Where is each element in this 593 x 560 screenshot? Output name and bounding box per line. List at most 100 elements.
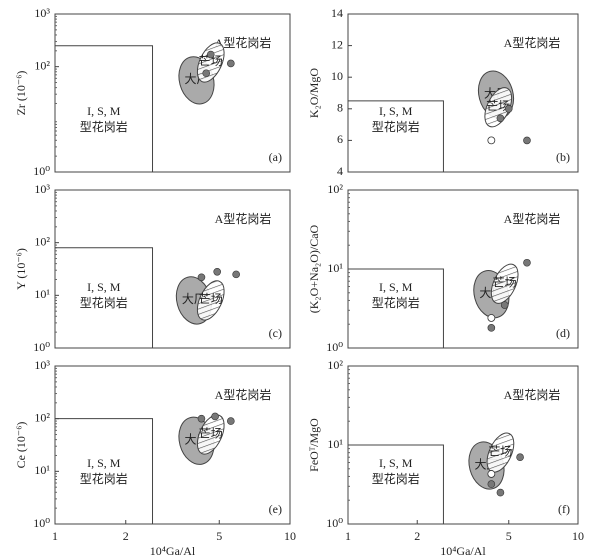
y-tick-label: 12 (331, 37, 343, 51)
y-tick-label: 10⁰ (33, 516, 50, 530)
field-label: 芒场 (486, 98, 510, 113)
y-axis-label: Y (10⁻⁶) (14, 248, 28, 290)
boundary-line (55, 418, 154, 524)
y-tick-label: 10⁰ (326, 516, 343, 530)
field-label: 芒场 (493, 275, 517, 290)
y-axis-label: FeOᵀ/MgO (307, 418, 321, 472)
region-label: 型花岗岩 (372, 295, 420, 310)
y-tick-label: 10² (327, 182, 343, 196)
y-tick-label: 6 (337, 132, 343, 146)
x-tick-label: 10 (572, 529, 584, 543)
region-label: 型花岗岩 (80, 295, 128, 310)
x-tick-label: 2 (414, 529, 420, 543)
field-label: 芒场 (488, 443, 512, 458)
boundary-line (55, 45, 154, 172)
x-tick-label: 1 (52, 529, 58, 543)
boundary-line (348, 268, 444, 348)
point (197, 414, 206, 423)
point (202, 69, 211, 78)
x-axis-label: 10⁴Ga/Al (150, 544, 196, 558)
region-label: A型花岗岩 (215, 211, 272, 226)
field-label: 芒场 (199, 53, 223, 68)
x-tick-label: 5 (506, 529, 512, 543)
y-axis-label: Zr (10⁻⁶) (14, 71, 28, 116)
point (227, 59, 235, 68)
region-label: A型花岗岩 (215, 387, 272, 402)
point (496, 114, 505, 123)
panel-label: (c) (269, 326, 282, 340)
x-tick-label: 1 (345, 529, 351, 543)
point (516, 453, 524, 462)
x-tick-label: 2 (123, 529, 129, 543)
y-tick-label: 8 (337, 101, 343, 115)
point (523, 258, 531, 267)
y-tick-label: 10⁰ (326, 340, 343, 354)
y-tick-label: 10¹ (34, 463, 50, 477)
point (232, 270, 240, 279)
region-label: I, S, M (87, 280, 121, 294)
y-tick-label: 4 (337, 164, 343, 178)
panel-label: (f) (558, 502, 570, 516)
region-label: A型花岗岩 (215, 35, 272, 50)
y-tick-label: 10² (34, 234, 50, 248)
region-label: I, S, M (379, 456, 413, 470)
point (496, 488, 505, 497)
point (487, 480, 496, 488)
region-label: 型花岗岩 (80, 471, 128, 486)
region-label: I, S, M (87, 104, 121, 118)
point (211, 412, 219, 421)
y-tick-label: 14 (331, 6, 343, 20)
region-label: 型花岗岩 (372, 119, 420, 134)
open-point (487, 314, 496, 322)
region-label: 型花岗岩 (372, 471, 420, 486)
point (504, 105, 513, 113)
plot-frame (54, 13, 291, 173)
point (487, 324, 496, 332)
y-tick-label: 10¹ (327, 261, 343, 275)
panel-label: (d) (556, 326, 570, 340)
field (196, 280, 225, 321)
y-tick-label: 10³ (34, 6, 50, 20)
region-label: 型花岗岩 (80, 119, 128, 134)
point (206, 50, 215, 59)
y-axis-label: (K₂O+Na₂O)/CaO (307, 224, 321, 313)
x-axis-label: 10⁴Ga/Al (440, 544, 486, 558)
y-axis-label: Ce (10⁻⁶) (14, 422, 28, 469)
panel-label: (b) (556, 150, 570, 164)
point (523, 136, 531, 145)
boundary-line (55, 247, 154, 348)
x-tick-label: 10 (284, 529, 296, 543)
field (490, 263, 519, 304)
region-label: I, S, M (379, 104, 413, 118)
boundary-line (348, 100, 444, 172)
region-label: I, S, M (379, 280, 413, 294)
y-tick-label: 10 (331, 69, 343, 83)
y-tick-label: 10¹ (34, 287, 50, 301)
region-label: A型花岗岩 (504, 211, 561, 226)
region-label: A型花岗岩 (504, 35, 561, 50)
x-tick-label: 5 (216, 529, 222, 543)
open-point (487, 136, 496, 145)
y-tick-label: 10³ (34, 358, 50, 372)
region-label: A型花岗岩 (504, 387, 561, 402)
field (196, 414, 225, 455)
y-tick-label: 10² (34, 410, 50, 424)
point (227, 417, 235, 425)
y-tick-label: 10³ (34, 182, 50, 196)
y-tick-label: 10⁰ (33, 164, 50, 178)
point (213, 267, 221, 276)
plot-frame (54, 365, 291, 525)
plot-frame (54, 189, 291, 349)
boundary-line (348, 444, 444, 524)
y-tick-label: 10² (34, 58, 50, 72)
open-point (487, 470, 496, 478)
region-label: I, S, M (87, 456, 121, 470)
y-tick-label: 10¹ (327, 437, 343, 451)
point (197, 273, 206, 282)
field-label: 芒场 (199, 425, 223, 440)
point (500, 301, 509, 309)
y-tick-label: 10² (327, 358, 343, 372)
plot-frame (347, 13, 579, 173)
y-tick-label: 10⁰ (33, 340, 50, 354)
